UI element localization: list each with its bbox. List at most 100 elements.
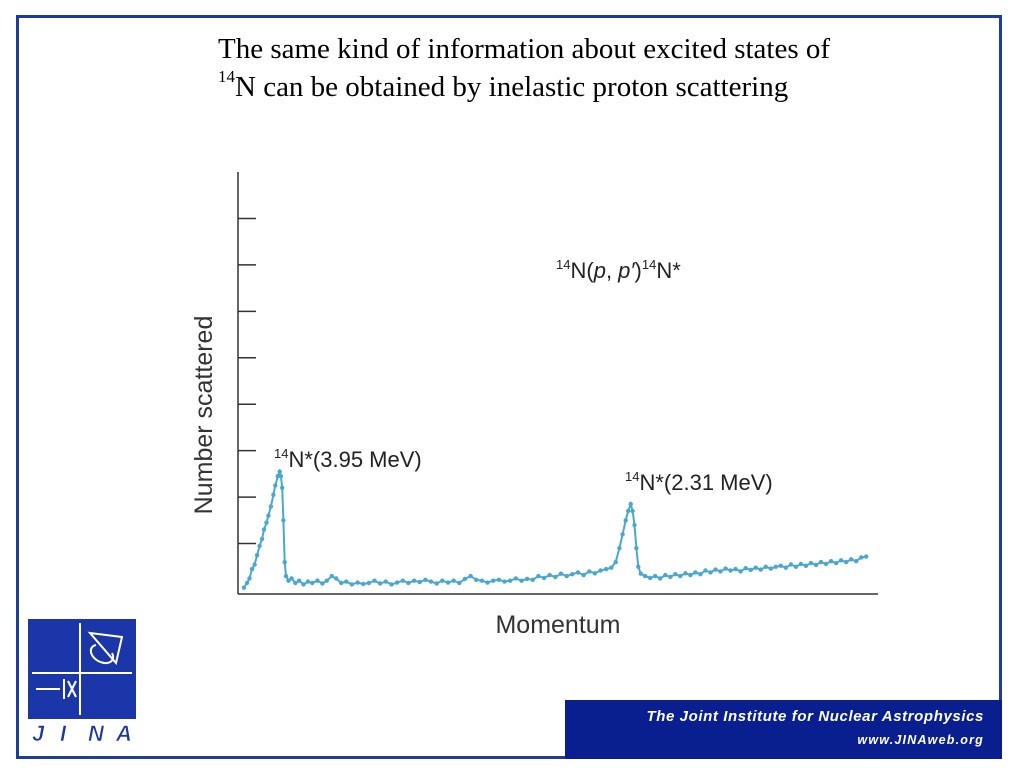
data-point-35: [349, 582, 355, 587]
data-point-44: [400, 578, 405, 583]
data-point-17: [280, 485, 285, 490]
data-point-59: [485, 580, 490, 585]
data-point-10: [266, 513, 271, 518]
reaction-part-p1: p: [593, 258, 606, 283]
data-point-104: [698, 572, 703, 577]
data-point-67: [530, 577, 535, 582]
data-point-110: [728, 568, 733, 573]
data-point-47: [417, 579, 422, 585]
data-point-103: [693, 570, 698, 575]
reaction-part-post: ): [635, 258, 642, 283]
footer-institute-name: The Joint Institute for Nuclear Astrophy…: [646, 708, 984, 725]
data-point-0: [241, 585, 247, 590]
title-line-2: 14N can be obtained by inelastic proton …: [218, 68, 978, 106]
annotation-peak-2-31: 14N*(2.31 MeV): [625, 469, 773, 495]
series-line: [243, 468, 867, 589]
data-points: [241, 469, 869, 590]
data-point-112: [738, 569, 743, 574]
data-point-97: [663, 572, 668, 578]
data-point-64: [513, 576, 518, 581]
data-point-107: [713, 567, 718, 572]
data-point-58: [479, 578, 485, 583]
data-point-86: [626, 508, 631, 514]
data-point-63: [508, 578, 513, 583]
data-point-19: [282, 559, 287, 565]
data-point-85: [623, 518, 628, 523]
footer-banner: The Joint Institute for Nuclear Astrophy…: [565, 700, 1002, 759]
data-point-65: [519, 578, 524, 583]
data-point-29: [320, 581, 325, 586]
data-point-84: [620, 532, 625, 537]
data-point-120: [778, 563, 783, 568]
data-point-130: [828, 559, 834, 564]
data-point-7: [259, 536, 265, 542]
data-point-45: [406, 580, 411, 586]
data-point-61: [496, 577, 502, 582]
logo-letter-n: N: [88, 721, 105, 745]
data-point-78: [592, 571, 598, 576]
logo-square: [28, 619, 136, 719]
annotation-2-text: N*(2.31 MeV): [639, 470, 772, 495]
data-point-60: [491, 578, 496, 583]
data-point-55: [462, 576, 468, 582]
data-point-74: [570, 572, 575, 577]
data-point-18: [281, 518, 286, 523]
reaction-label: 14N(p, p′)14N*: [556, 257, 681, 283]
title-superscript: 14: [218, 67, 235, 87]
data-point-114: [748, 567, 753, 573]
data-point-133: [843, 559, 849, 565]
reaction-sup-1: 14: [556, 257, 570, 272]
data-point-95: [653, 573, 658, 579]
data-point-37: [361, 581, 366, 587]
x-axis-label: Momentum: [495, 611, 620, 639]
data-point-100: [678, 573, 683, 579]
data-point-105: [703, 568, 708, 573]
data-point-76: [581, 572, 586, 578]
data-point-113: [743, 566, 748, 571]
data-point-116: [758, 567, 763, 572]
data-point-5: [254, 553, 260, 558]
data-point-124: [798, 561, 804, 567]
data-point-52: [445, 580, 451, 585]
y-tick-marks: [238, 217, 256, 545]
data-point-62: [502, 579, 507, 584]
slide-frame: [16, 15, 1002, 759]
data-point-134: [849, 557, 854, 562]
data-point-111: [733, 566, 738, 572]
data-point-77: [587, 569, 592, 574]
data-point-72: [558, 571, 564, 576]
slide-title: The same kind of information about excit…: [218, 30, 978, 106]
data-point-88: [630, 508, 635, 514]
data-point-92: [638, 571, 643, 576]
data-point-68: [536, 573, 541, 579]
data-point-15: [277, 469, 282, 474]
logo-letter-i: I: [60, 721, 67, 745]
logo-telescope-dish: [87, 631, 124, 666]
data-point-73: [564, 573, 569, 579]
data-point-131: [833, 560, 839, 566]
data-point-53: [451, 578, 456, 583]
data-point-46: [411, 578, 417, 583]
y-axis-label: Number scattered: [190, 316, 218, 515]
data-point-80: [604, 566, 609, 572]
data-point-91: [636, 564, 641, 569]
data-point-16: [278, 474, 284, 479]
data-point-33: [339, 580, 344, 586]
data-point-127: [813, 562, 819, 568]
data-point-24: [296, 578, 302, 583]
data-point-49: [428, 579, 434, 584]
data-point-126: [808, 560, 814, 566]
data-point-135: [854, 559, 859, 564]
reaction-part-mid: ,: [606, 258, 618, 283]
data-point-117: [763, 564, 768, 569]
data-point-12: [271, 492, 276, 497]
data-point-71: [553, 574, 558, 580]
data-point-118: [768, 566, 773, 571]
reaction-part-end: N*: [656, 258, 681, 283]
data-point-40: [378, 581, 383, 586]
data-point-122: [788, 562, 794, 567]
data-point-23: [293, 580, 298, 586]
data-point-38: [366, 580, 372, 586]
data-point-137: [864, 554, 869, 559]
